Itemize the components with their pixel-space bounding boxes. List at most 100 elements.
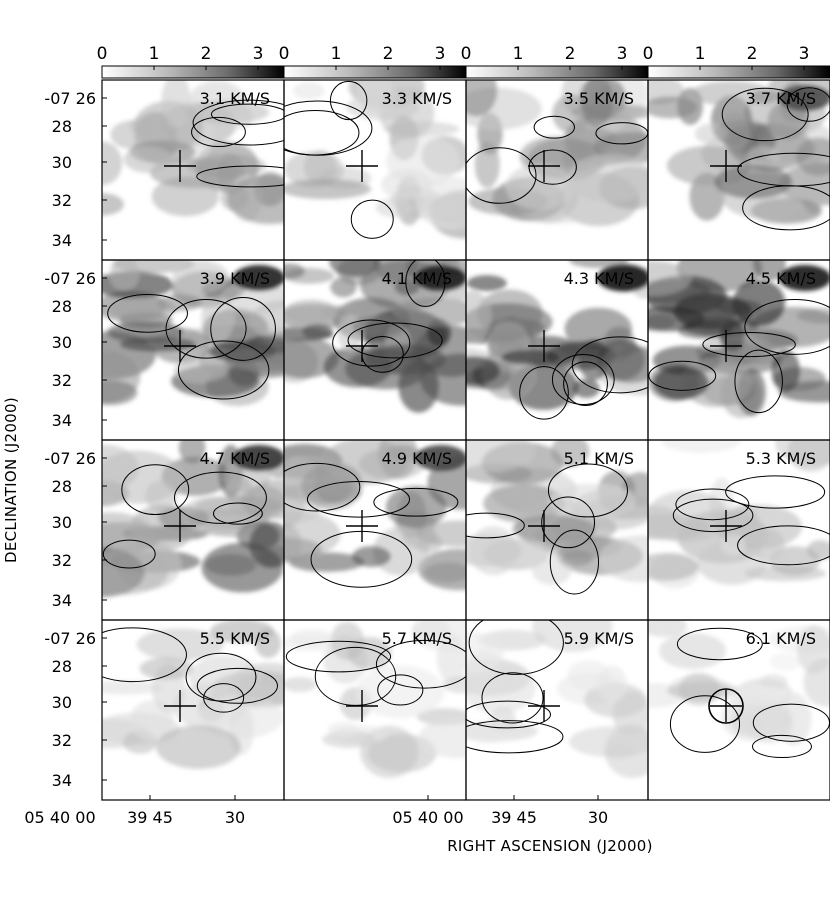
y-tick-label: 32 — [52, 191, 72, 210]
y-tick-label: 28 — [52, 297, 72, 316]
emission-blob — [102, 548, 169, 595]
contour-line — [744, 299, 830, 355]
emission-peak — [597, 265, 648, 291]
emission-blob — [139, 657, 194, 680]
emission-blob — [102, 141, 123, 186]
panel-velocity-label: 6.1 KM/S — [746, 629, 816, 648]
y-tick-label: 32 — [52, 371, 72, 390]
y-tick-label: -07 26 — [44, 449, 96, 468]
emission-blob — [284, 151, 344, 188]
emission-blob — [393, 297, 466, 327]
emission-blob — [760, 546, 789, 565]
emission-blob — [352, 316, 403, 337]
panel-velocity-label: 5.1 KM/S — [564, 449, 634, 468]
emission-blob — [466, 275, 507, 292]
contour-line — [528, 149, 577, 185]
contour-line — [672, 498, 754, 533]
emission-blob — [418, 718, 466, 759]
contour-line — [737, 525, 830, 566]
contour-line — [185, 652, 257, 702]
emission-blob — [110, 260, 139, 290]
contour-line — [285, 640, 392, 673]
colorbar-tick-label: 1 — [513, 44, 524, 64]
x-axis-title: RIGHT ASCENSION (J2000) — [447, 837, 653, 855]
contour-line — [468, 620, 564, 675]
emission-blob — [550, 440, 590, 467]
colorbar-tick-label: 3 — [435, 44, 446, 64]
emission-blob — [420, 353, 466, 406]
emission-blob — [666, 682, 740, 700]
emission-blob — [532, 620, 613, 653]
colorbar-tick-label: 0 — [97, 44, 108, 64]
emission-blob — [327, 722, 359, 738]
panel-velocity-label: 4.9 KM/S — [382, 449, 452, 468]
contour-line — [675, 488, 750, 521]
contour-line — [466, 512, 525, 539]
panel-velocity-label: 5.7 KM/S — [382, 629, 452, 648]
colorbar-tick-label: 1 — [695, 44, 706, 64]
emission-blob — [130, 504, 195, 552]
colorbar-1 — [101, 65, 285, 79]
emission-blob — [381, 169, 433, 200]
contour-line — [466, 147, 537, 204]
contour-line — [210, 103, 284, 125]
channel-panel: 3.9 KM/S — [102, 260, 284, 440]
contour-line — [563, 361, 608, 406]
colorbar-4 — [647, 65, 830, 79]
panel-velocity-label: 5.9 KM/S — [564, 629, 634, 648]
contour-line — [725, 475, 826, 509]
emission-blob — [612, 690, 648, 737]
emission-blob — [675, 292, 739, 327]
emission-blob — [787, 440, 830, 472]
emission-blob — [347, 636, 392, 670]
emission-blob — [378, 440, 418, 479]
y-tick-label: -07 26 — [44, 629, 96, 648]
channel-panel: 4.7 KM/S — [102, 440, 284, 620]
channel-panel: 4.3 KM/S — [466, 260, 648, 440]
contour-line — [375, 639, 466, 689]
emission-blob — [180, 496, 248, 535]
emission-blob — [367, 733, 437, 773]
emission-blob — [102, 193, 124, 216]
channel-panel: 5.5 KM/S — [102, 620, 284, 800]
emission-peak — [415, 265, 466, 291]
y-tick-label: 30 — [52, 513, 72, 532]
emission-blob — [156, 725, 241, 769]
contour-line — [721, 87, 809, 142]
emission-blob — [474, 141, 500, 188]
emission-blob — [696, 540, 768, 585]
emission-blob — [724, 686, 795, 707]
panel-velocity-label: 4.7 KM/S — [200, 449, 270, 468]
emission-blob — [561, 550, 593, 566]
emission-blob — [201, 542, 284, 593]
emission-blob — [284, 263, 305, 279]
panel-velocity-label: 3.3 KM/S — [382, 89, 452, 108]
emission-blob — [648, 553, 699, 581]
emission-blob — [185, 100, 270, 124]
panel-velocity-label: 4.5 KM/S — [746, 269, 816, 288]
emission-blob — [236, 674, 272, 706]
emission-blob — [385, 485, 447, 529]
emission-peak — [415, 445, 466, 471]
contour-line — [212, 502, 263, 525]
emission-blob — [732, 279, 786, 327]
channel-panel: 5.7 KM/S — [284, 620, 466, 800]
y-tick-label: 32 — [52, 551, 72, 570]
contour-line — [102, 539, 156, 569]
contour-line — [173, 471, 267, 524]
channel-panels: 3.1 KM/S 3.3 KM/S 3.5 KM/S 3.7 KM/S 3.9 KM/S… — [102, 80, 830, 800]
emission-blob — [468, 526, 519, 576]
colorbar-tick-label: 1 — [149, 44, 160, 64]
emission-blob — [505, 163, 575, 211]
emission-blob — [661, 440, 741, 453]
contour-line — [752, 734, 812, 759]
emission-blob — [714, 164, 792, 199]
emission-blob — [466, 721, 514, 744]
x-tick-label: 05 40 00 — [24, 808, 95, 827]
emission-blob — [394, 279, 420, 295]
emission-blob — [775, 692, 812, 746]
x-tick-label: 39 45 — [491, 808, 537, 827]
emission-blob — [466, 80, 498, 117]
contour-line — [669, 695, 741, 753]
